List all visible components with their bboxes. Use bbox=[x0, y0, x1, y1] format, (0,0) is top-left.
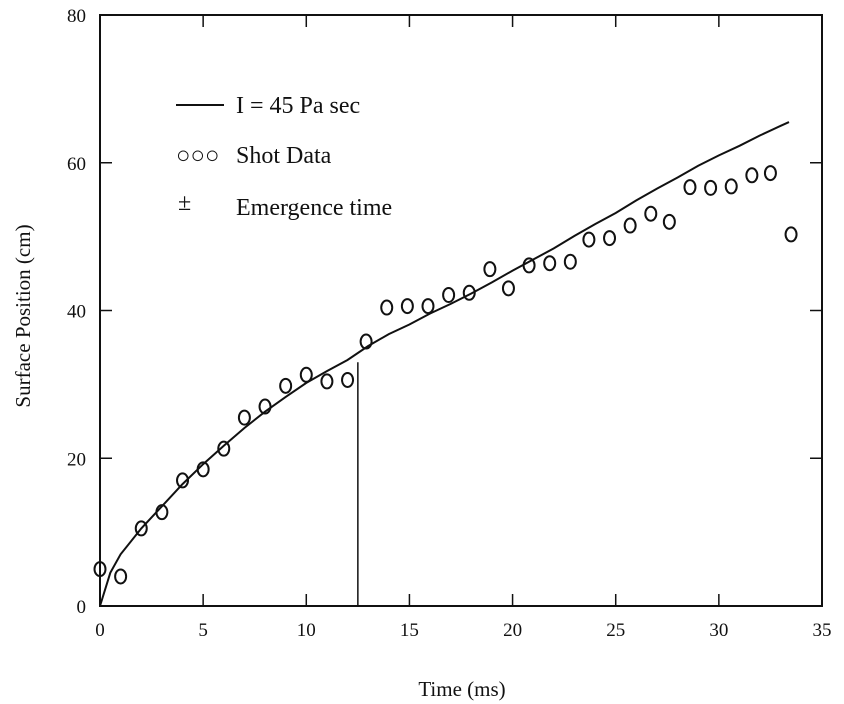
shot-data-point bbox=[683, 179, 697, 196]
shot-data-point bbox=[662, 213, 676, 230]
x-tick-label: 25 bbox=[606, 620, 625, 641]
shot-data-point bbox=[299, 366, 313, 383]
shot-data-point bbox=[380, 299, 394, 316]
x-tick-label: 35 bbox=[813, 620, 832, 641]
x-tick-label: 10 bbox=[297, 620, 316, 641]
plot-frame-layer bbox=[99, 14, 823, 607]
legend-emergence-symbol: ± bbox=[178, 190, 191, 216]
shot-data-point bbox=[134, 520, 148, 537]
shot-data-point bbox=[462, 284, 476, 301]
shot-data-point bbox=[155, 504, 169, 521]
shot-data-point bbox=[279, 377, 293, 394]
shot-data-point bbox=[176, 472, 190, 489]
shot-data-point bbox=[217, 440, 231, 457]
x-tick-label: 15 bbox=[400, 620, 419, 641]
shot-data-point bbox=[400, 298, 414, 315]
shot-data-point bbox=[563, 253, 577, 270]
shot-data-point bbox=[501, 280, 515, 297]
x-tick-label: 30 bbox=[709, 620, 728, 641]
shot-data-point bbox=[543, 255, 557, 272]
shot-data-point bbox=[93, 561, 107, 578]
legend-data-label: Shot Data bbox=[236, 143, 332, 169]
x-tick-label: 5 bbox=[198, 620, 208, 641]
shot-data-point bbox=[763, 165, 777, 182]
shot-data-point bbox=[114, 568, 128, 585]
x-axis-title: Time (ms) bbox=[418, 677, 505, 701]
y-tick-label: 20 bbox=[67, 449, 86, 470]
shot-data-point bbox=[644, 205, 658, 222]
shot-data-point bbox=[784, 226, 798, 243]
x-tick-label: 20 bbox=[503, 620, 522, 641]
shot-data-point bbox=[442, 286, 456, 303]
y-tick-label: 40 bbox=[67, 302, 86, 323]
shot-data-point bbox=[623, 217, 637, 234]
shot-data-point bbox=[745, 167, 759, 184]
shot-data-point bbox=[237, 409, 251, 426]
y-tick-label: 80 bbox=[67, 6, 86, 27]
shot-data-point bbox=[603, 230, 617, 247]
y-axis-title: Surface Position (cm) bbox=[11, 224, 35, 407]
legend-emergence-label: Emergence time bbox=[236, 195, 392, 221]
x-tick-label: 0 bbox=[95, 620, 105, 641]
shot-data-point bbox=[724, 178, 738, 195]
plot-frame bbox=[99, 14, 823, 607]
shot-data-point bbox=[582, 231, 596, 248]
shot-data-point bbox=[704, 179, 718, 196]
shot-data-point bbox=[341, 371, 355, 388]
y-tick-label: 0 bbox=[77, 597, 87, 618]
shot-data-point bbox=[196, 461, 210, 478]
model-curve-line bbox=[99, 121, 790, 607]
legend-line-label: I = 45 Pa sec bbox=[236, 93, 360, 119]
shot-data-point bbox=[258, 398, 272, 415]
shot-data-point bbox=[359, 333, 373, 350]
shot-data-point bbox=[421, 298, 435, 315]
series-layer bbox=[93, 121, 798, 607]
shot-data-point bbox=[320, 373, 334, 390]
legend: I = 45 Pa sec ○○○ Shot Data ± Emergence … bbox=[176, 93, 392, 221]
y-tick-label: 60 bbox=[67, 154, 86, 175]
shot-data-point bbox=[483, 261, 497, 278]
axis-ticks: 0 5 10 15 20 25 30 35 0 20 40 60 80 bbox=[67, 6, 832, 641]
shot-data-point bbox=[522, 257, 536, 274]
legend-marker-swatch: ○○○ bbox=[176, 143, 220, 169]
